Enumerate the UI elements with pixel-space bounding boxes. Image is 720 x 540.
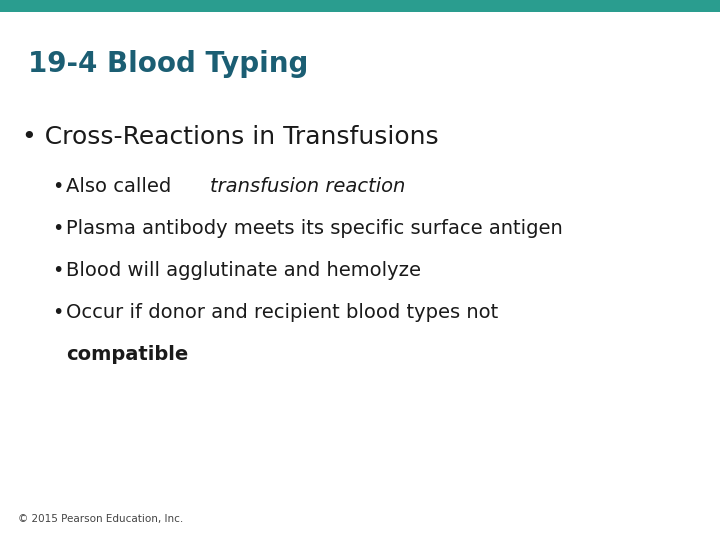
Text: Occur if donor and recipient blood types not: Occur if donor and recipient blood types… bbox=[66, 303, 498, 322]
Text: transfusion reaction: transfusion reaction bbox=[210, 177, 405, 196]
Text: •: • bbox=[52, 261, 63, 280]
Text: compatible: compatible bbox=[66, 345, 188, 364]
Text: • Cross-Reactions in Transfusions: • Cross-Reactions in Transfusions bbox=[22, 125, 438, 149]
Text: •: • bbox=[52, 303, 63, 322]
Text: Plasma antibody meets its specific surface antigen: Plasma antibody meets its specific surfa… bbox=[66, 219, 563, 238]
Bar bbox=[0, 0, 720, 12]
Text: © 2015 Pearson Education, Inc.: © 2015 Pearson Education, Inc. bbox=[18, 514, 184, 524]
Text: Also called: Also called bbox=[66, 177, 178, 196]
Text: •: • bbox=[52, 219, 63, 238]
Text: 19-4 Blood Typing: 19-4 Blood Typing bbox=[28, 50, 308, 78]
Text: Blood will agglutinate and hemolyze: Blood will agglutinate and hemolyze bbox=[66, 261, 421, 280]
Text: •: • bbox=[52, 177, 63, 196]
